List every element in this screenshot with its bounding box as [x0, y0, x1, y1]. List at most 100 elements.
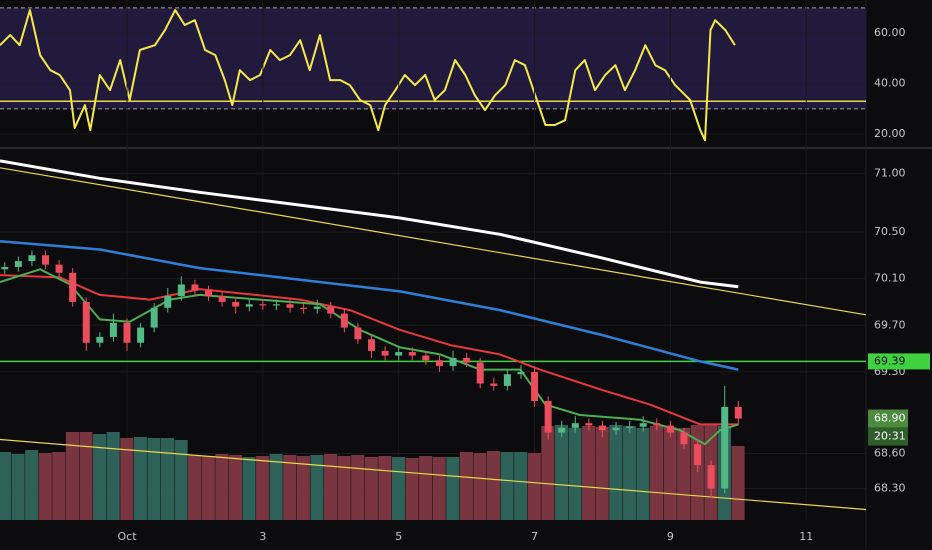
candle-body — [191, 284, 199, 291]
volume-bar — [351, 455, 365, 520]
x-tick-label: 3 — [259, 530, 266, 543]
volume-bar — [622, 426, 636, 520]
candle-body — [259, 304, 267, 306]
volume-bar — [242, 457, 256, 520]
candle-body — [300, 307, 308, 309]
volume-bar — [364, 457, 378, 520]
last-price-box — [868, 409, 908, 428]
volume-bar — [432, 457, 446, 520]
candle-body — [109, 322, 117, 337]
volume-bar — [514, 452, 528, 520]
volume-bar — [650, 426, 664, 520]
candle-body — [558, 427, 566, 433]
volume-bar — [636, 428, 650, 520]
volume-bar — [228, 455, 242, 520]
volume-bar — [296, 456, 310, 520]
volume-bar — [554, 425, 569, 520]
rsi-line — [0, 9, 736, 142]
candle-body — [612, 427, 620, 431]
rsi-tick-label: 20.00 — [874, 127, 906, 140]
volume-bar — [269, 454, 283, 520]
volume-bar — [106, 432, 120, 520]
candle-body — [639, 423, 647, 427]
y-tick-label: 70.10 — [874, 272, 906, 285]
x-tick-label: 7 — [531, 530, 538, 543]
candle-body — [14, 261, 22, 267]
volume-bar — [65, 432, 79, 520]
y-tick-label: 68.60 — [874, 447, 906, 460]
last-price-label: 68.90 — [874, 412, 906, 425]
volume-bar — [256, 456, 270, 520]
rsi-tick-label: 60.00 — [874, 26, 906, 39]
volume-bar — [25, 450, 39, 520]
hline-label-box — [868, 353, 930, 370]
candle-body — [653, 423, 661, 426]
candle-body — [476, 362, 484, 384]
candle-body — [517, 371, 525, 375]
volume-bar — [731, 446, 745, 520]
candle-body — [585, 423, 593, 426]
volume-bar — [174, 440, 188, 520]
volume-bar — [595, 427, 609, 520]
volume-bar — [663, 427, 677, 520]
x-tick-label: 9 — [667, 530, 674, 543]
candle-body — [150, 307, 158, 328]
hline-label: 69.39 — [874, 354, 906, 367]
candle-body — [694, 444, 702, 466]
candle-body — [544, 401, 552, 433]
volume-bar — [500, 452, 514, 520]
volume-bar — [378, 456, 392, 520]
candle-body — [503, 374, 511, 386]
volume-bar — [310, 455, 324, 520]
volume-bar — [337, 456, 351, 520]
x-tick-label: 5 — [395, 530, 402, 543]
candle-body — [205, 290, 213, 297]
volume-bar — [11, 454, 25, 520]
candle-body — [571, 423, 579, 428]
volume-bar — [201, 456, 215, 520]
moving-average — [0, 159, 739, 289]
candle-body — [82, 301, 90, 343]
volume-bar — [0, 452, 12, 520]
volume-bar — [609, 425, 623, 520]
candle-body — [340, 313, 348, 328]
candle-body — [137, 327, 145, 343]
candle-body — [531, 371, 539, 402]
volume-bar — [473, 453, 487, 520]
candle-body — [449, 357, 457, 367]
volume-bar — [93, 434, 107, 520]
candle-body — [368, 339, 376, 351]
rsi-tick-label: 40.00 — [874, 77, 906, 90]
candle-body — [463, 357, 471, 363]
candle-body — [598, 425, 606, 431]
volume-bar — [160, 438, 175, 520]
candle-body — [381, 350, 389, 356]
candle-body — [734, 406, 742, 419]
volume-bar — [446, 457, 460, 520]
trendline — [0, 167, 867, 316]
volume-bar — [323, 454, 338, 520]
y-tick-label: 70.50 — [874, 225, 906, 238]
volume-bar — [527, 453, 541, 520]
moving-average — [0, 268, 739, 446]
moving-average — [0, 274, 739, 426]
volume-bar — [459, 452, 473, 520]
candle-body — [313, 306, 321, 309]
volume-bar — [419, 456, 433, 520]
candle-body — [96, 336, 104, 343]
candle-body — [232, 301, 240, 307]
candle-body — [55, 264, 63, 273]
x-tick-label: 11 — [799, 530, 813, 543]
candle-body — [272, 304, 280, 306]
volume-bar — [215, 454, 229, 520]
candle-body — [626, 426, 634, 428]
candle-body — [42, 255, 50, 265]
volume-bar — [52, 452, 66, 520]
y-tick-label: 68.30 — [874, 482, 906, 495]
candle-body — [707, 465, 715, 489]
volume-bar — [120, 438, 134, 520]
volume-bar — [147, 438, 161, 520]
volume-bar — [188, 455, 202, 520]
